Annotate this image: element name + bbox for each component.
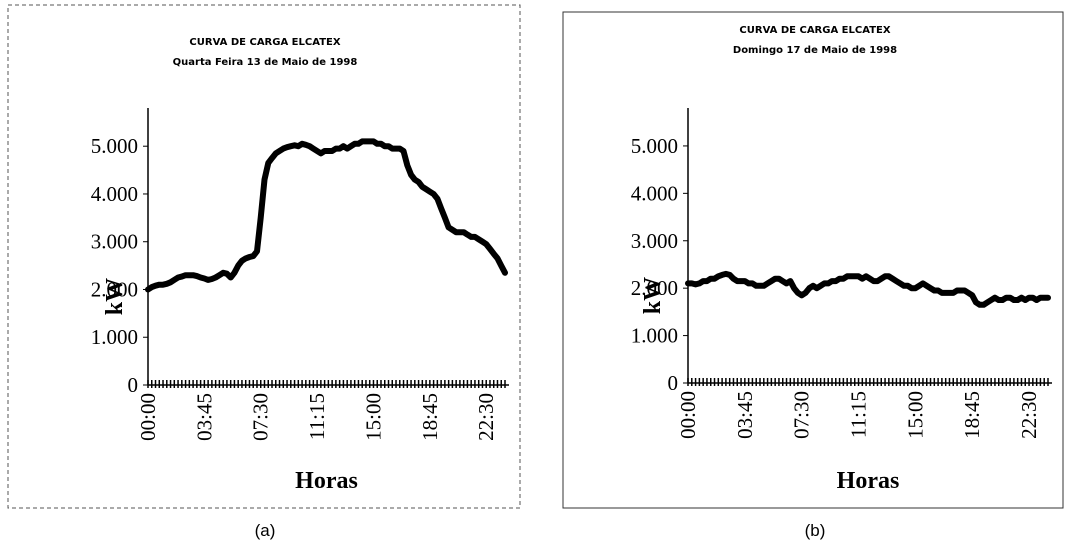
chart-subtitle: Quarta Feira 13 de Maio de 1998 [173, 57, 358, 68]
y-tick-label: 2.000 [631, 276, 678, 300]
y-tick-label: 3.000 [631, 229, 678, 253]
panel-frame [7, 4, 521, 509]
x-tick-label: 11:15 [847, 391, 871, 438]
caption: (b) [805, 521, 826, 540]
x-tick-label: 07:30 [249, 393, 273, 441]
y-axis-label: kW [640, 277, 666, 314]
x-tick-label: 18:45 [418, 393, 442, 441]
x-axis-label: Horas [837, 468, 900, 494]
x-tick-label: 03:45 [733, 391, 757, 439]
panel-frame [562, 11, 1064, 509]
x-tick-label: 07:30 [790, 391, 814, 439]
x-tick-label: 03:45 [192, 393, 216, 441]
x-tick-label: 15:00 [903, 391, 927, 439]
y-tick-label: 1.000 [631, 324, 678, 348]
y-tick-label: 0 [668, 371, 679, 395]
data-line [685, 270, 1051, 308]
x-tick-label: 11:15 [305, 393, 329, 440]
y-tick-label: 4.000 [91, 182, 138, 206]
x-tick-label: 00:00 [136, 393, 160, 441]
y-tick-label: 4.000 [631, 181, 678, 205]
y-tick-label: 3.000 [91, 230, 138, 254]
y-axis-label: kW [102, 278, 128, 315]
chart-title: CURVA DE CARGA ELCATEX [739, 25, 890, 36]
x-tick-label: 00:00 [676, 391, 700, 439]
x-tick-label: 15:00 [361, 393, 385, 441]
caption: (a) [255, 521, 276, 540]
y-tick-label: 2.000 [91, 277, 138, 301]
chart-subtitle: Domingo 17 de Maio de 1998 [733, 45, 897, 56]
x-tick-label: 18:45 [960, 391, 984, 439]
y-tick-label: 0 [128, 373, 139, 397]
data-line [145, 138, 508, 293]
x-tick-label: 22:30 [474, 393, 498, 441]
x-axis-label: Horas [295, 468, 358, 494]
x-tick-label: 22:30 [1017, 391, 1041, 439]
y-tick-label: 1.000 [91, 325, 138, 349]
chart-title: CURVA DE CARGA ELCATEX [189, 37, 340, 48]
y-tick-label: 5.000 [91, 134, 138, 158]
y-tick-label: 5.000 [631, 134, 678, 158]
